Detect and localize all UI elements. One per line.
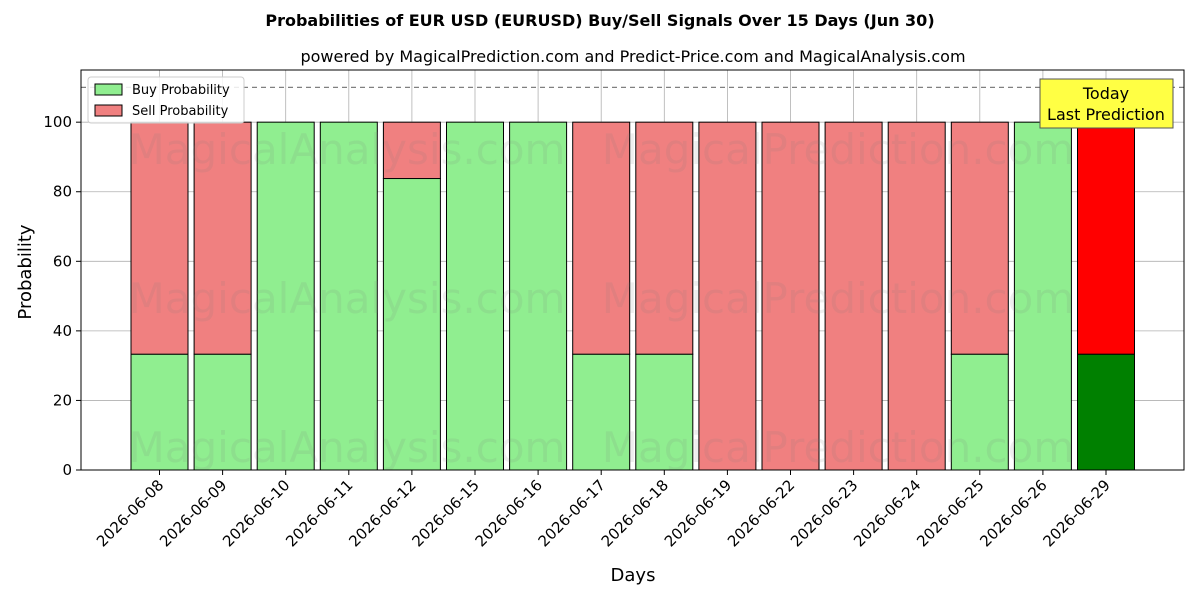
x-tick-label: 2026-06-15	[408, 476, 482, 550]
legend: Buy Probability Sell Probability	[87, 76, 245, 124]
x-tick-label: 2026-06-24	[850, 476, 924, 550]
bars	[130, 121, 1135, 471]
bar-buy	[572, 353, 631, 471]
bar-buy	[509, 121, 568, 471]
x-tick-label: 2026-06-19	[661, 476, 735, 550]
y-tick-label: 60	[53, 252, 72, 270]
x-tick-label: 2026-06-09	[156, 476, 230, 550]
x-axis-ticks: 2026-06-082026-06-092026-06-102026-06-11…	[93, 470, 1114, 550]
x-tick-label: 2026-06-08	[93, 476, 167, 550]
bar-buy	[193, 353, 252, 471]
x-tick-label: 2026-06-11	[282, 476, 356, 550]
x-tick-label: 2026-06-12	[345, 476, 419, 550]
y-tick-label: 0	[62, 461, 72, 479]
watermark-text: MagicalPrediction.com	[602, 125, 1075, 174]
y-axis-ticks: 0 20 40 60 80 100	[43, 113, 81, 479]
today-annotation: Today Last Prediction	[1039, 78, 1174, 129]
x-tick-label: 2026-06-18	[598, 476, 672, 550]
bar-buy	[256, 121, 315, 471]
x-tick-label: 2026-06-23	[787, 476, 861, 550]
bar-buy	[950, 353, 1009, 471]
x-axis-label: Days	[611, 565, 656, 586]
watermark-text: MagicalAnalysis.com	[129, 423, 566, 472]
watermark-text: MagicalAnalysis.com	[129, 125, 566, 174]
bar-buy	[319, 121, 378, 471]
bar-buy	[446, 121, 504, 471]
annotation-line2: Last Prediction	[1047, 105, 1165, 124]
x-tick-label: 2026-06-16	[472, 476, 546, 550]
legend-buy-swatch	[94, 83, 123, 96]
legend-buy-label: Buy Probability	[132, 83, 230, 98]
x-tick-label: 2026-06-29	[1039, 476, 1113, 550]
bar-sell	[1077, 121, 1135, 355]
legend-box	[87, 76, 245, 124]
bar-buy	[635, 353, 694, 471]
chart-title: Probabilities of EUR USD (EURUSD) Buy/Se…	[265, 11, 934, 30]
x-tick-label: 2026-06-17	[535, 476, 609, 550]
x-tick-label: 2026-06-25	[913, 476, 987, 550]
bar-sell	[130, 121, 189, 355]
watermarks: MagicalAnalysis.com MagicalPrediction.com…	[129, 125, 1075, 472]
bar-buy	[1077, 353, 1135, 471]
bar-sell	[761, 121, 820, 471]
annotation-box	[1039, 78, 1174, 129]
bar-sell	[698, 121, 757, 471]
watermark-text: MagicalPrediction.com	[602, 423, 1075, 472]
y-tick-label: 100	[43, 113, 72, 131]
bar-buy	[1013, 121, 1072, 471]
y-tick-label: 20	[53, 391, 72, 409]
y-tick-label: 40	[53, 322, 72, 340]
bar-sell	[824, 121, 883, 471]
chart-subtitle: powered by MagicalPrediction.com and Pre…	[300, 47, 965, 66]
plot-frame	[80, 69, 1185, 471]
y-tick-label: 80	[53, 183, 72, 201]
bar-sell	[382, 121, 441, 180]
legend-sell-swatch	[94, 104, 123, 117]
bar-buy	[382, 178, 441, 471]
x-tick-label: 2026-06-22	[724, 476, 798, 550]
legend-sell-label: Sell Probability	[132, 104, 229, 119]
bar-sell	[635, 121, 694, 355]
bar-sell	[887, 121, 946, 471]
y-axis-label: Probability	[15, 224, 36, 319]
bar-sell	[950, 121, 1009, 355]
x-tick-label: 2026-06-26	[976, 476, 1050, 550]
watermark-text: MagicalPrediction.com	[602, 274, 1075, 323]
watermark-text: MagicalAnalysis.com	[129, 274, 566, 323]
annotation-line1: Today	[1082, 84, 1129, 103]
bar-sell	[572, 121, 631, 355]
x-tick-label: 2026-06-10	[219, 476, 293, 550]
